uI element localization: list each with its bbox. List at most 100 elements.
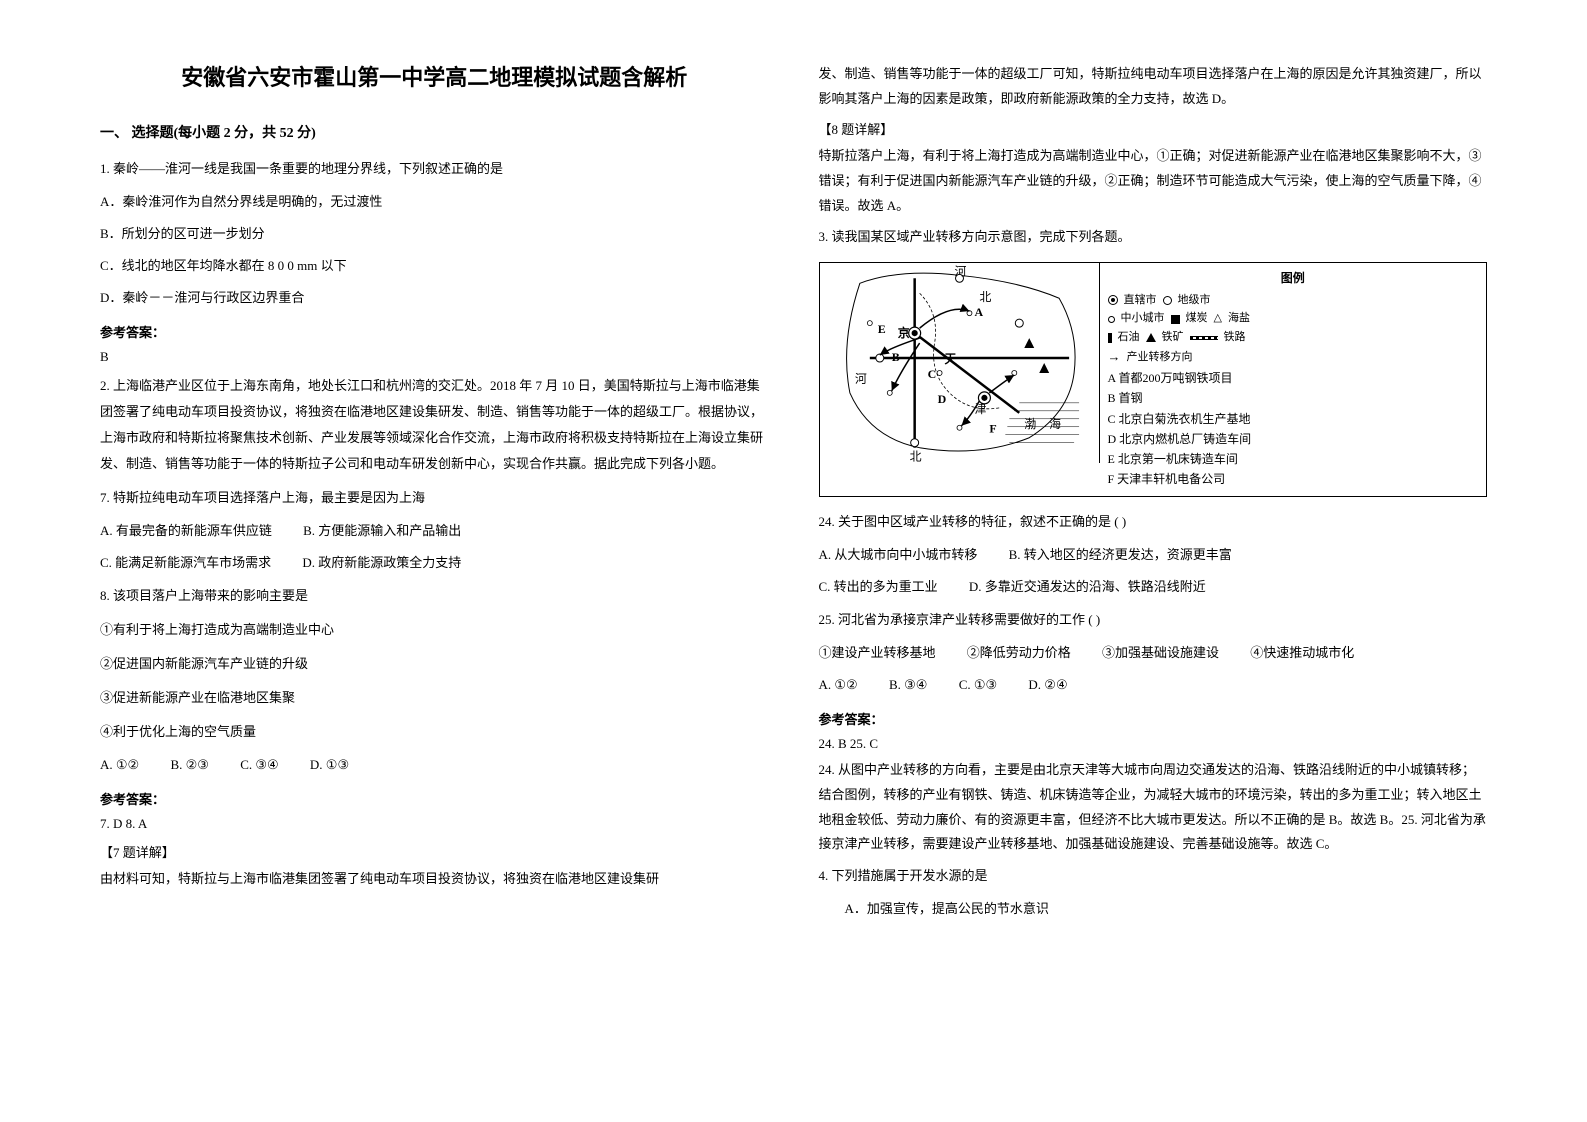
svg-text:D: D <box>937 392 946 406</box>
legend-title: 图例 <box>1108 269 1479 288</box>
q3-sub25-C: C. ①③ <box>959 677 997 692</box>
zhongxiao-icon <box>1108 316 1115 323</box>
q3-exp: 24. 从图中产业转移的方向看，主要是由北京天津等大城市向周边交通发达的沿海、铁… <box>819 758 1488 857</box>
svg-text:A: A <box>974 306 983 320</box>
svg-text:北: 北 <box>979 291 991 305</box>
q2-exp7-label: 【7 题详解】 <box>100 842 769 861</box>
q2-exp7: 由材料可知，特斯拉与上海市临港集团签署了纯电动车项目投资协议，将独资在临港地区建… <box>100 867 769 892</box>
q2-sub8-D: D. ①③ <box>310 757 349 772</box>
legend-itemE: E 北京第一机床铸造车间 <box>1108 450 1479 469</box>
map-svg: 河 北 河 京 天 津 渤 海 北 A B C D E F <box>820 263 1099 463</box>
svg-text:天: 天 <box>944 352 956 366</box>
legend-zhongxiao: 中小城市 <box>1121 310 1165 328</box>
legend-row-res2: 石油 铁矿 铁路 <box>1108 329 1479 347</box>
q3-answer-label: 参考答案： <box>819 709 1488 728</box>
q4-optA: A．加强宣传，提高公民的节水意识 <box>819 896 1488 922</box>
section-header: 一、 选择题(每小题 2 分，共 52 分) <box>100 122 769 142</box>
q3-sub25-4: ④快速推动城市化 <box>1250 645 1354 660</box>
q3-answer: 24. B 25. C <box>819 736 1488 752</box>
q1-optC: C．线北的地区年均降水都在 8 0 0 mm 以下 <box>100 253 769 279</box>
diji-icon <box>1163 296 1172 305</box>
q3-sub24-A: A. 从大城市向中小城市转移 <box>819 547 978 562</box>
legend-row-res1: 中小城市 煤炭 △ 海盐 <box>1108 310 1479 328</box>
shiyou-icon <box>1108 333 1112 343</box>
legend-zhixia: 直辖市 <box>1124 292 1157 310</box>
legend-itemD: D 北京内燃机总厂铸造车间 <box>1108 430 1479 449</box>
svg-text:B: B <box>891 350 899 364</box>
q1-answer: B <box>100 349 769 365</box>
q3-sub25-2: ②降低劳动力价格 <box>967 645 1071 660</box>
legend-tiekuang: 铁矿 <box>1162 329 1184 347</box>
tielu-icon <box>1190 336 1218 340</box>
legend-haiyan: 海盐 <box>1228 310 1250 328</box>
q2-sub8-B: B. ②③ <box>170 757 208 772</box>
q2-exp8: 特斯拉落户上海，有利于将上海打造成为高端制造业中心，①正确；对促进新能源产业在临… <box>819 144 1488 218</box>
legend-tielu: 铁路 <box>1224 329 1246 347</box>
haiyan-icon: △ <box>1214 310 1222 328</box>
svg-text:京: 京 <box>897 326 909 341</box>
legend-itemF: F 天津丰轩机电备公司 <box>1108 470 1479 489</box>
svg-text:北: 北 <box>909 450 921 463</box>
q2-sub8-A: A. ①② <box>100 757 139 772</box>
q3-sub24-row2: C. 转出的多为重工业 D. 多靠近交通发达的沿海、铁路沿线附近 <box>819 574 1488 600</box>
q3-sub25-B: B. ③④ <box>889 677 927 692</box>
q3-sub24-row1: A. 从大城市向中小城市转移 B. 转入地区的经济更发达，资源更丰富 <box>819 542 1488 568</box>
q1-stem: 1. 秦岭——淮河一线是我国一条重要的地理分界线，下列叙述正确的是 <box>100 156 769 182</box>
meitan-icon <box>1171 315 1180 324</box>
q2-exp8-label: 【8 题详解】 <box>819 119 1488 138</box>
q3-sub24-D: D. 多靠近交通发达的沿海、铁路沿线附近 <box>969 579 1206 594</box>
q2-stem: 2. 上海临港产业区位于上海东南角，地处长江口和杭州湾的交汇处。2018 年 7… <box>100 373 769 477</box>
q3-sub25-3: ③加强基础设施建设 <box>1102 645 1219 660</box>
svg-text:渤: 渤 <box>1024 417 1036 431</box>
q2-sub8-4: ④利于优化上海的空气质量 <box>100 719 769 745</box>
q2-sub7: 7. 特斯拉纯电动车项目选择落户上海，最主要是因为上海 <box>100 485 769 511</box>
q2-sub8-C: C. ③④ <box>240 757 278 772</box>
q3-sub25-A: A. ①② <box>819 677 858 692</box>
q3-sub24: 24. 关于图中区域产业转移的特征，叙述不正确的是 ( ) <box>819 509 1488 535</box>
map-figure: 河 北 河 京 天 津 渤 海 北 A B C D E F <box>819 262 1488 497</box>
q2-sub7-opts-row1: A. 有最完备的新能源车供应链 B. 方便能源输入和产品输出 <box>100 518 769 544</box>
q3-sub25-opts: A. ①② B. ③④ C. ①③ D. ②④ <box>819 672 1488 698</box>
q2-sub7-D: D. 政府新能源政策全力支持 <box>302 555 461 570</box>
right-column: 发、制造、销售等功能于一体的超级工厂可知，特斯拉纯电动车项目选择落户在上海的原因… <box>819 60 1488 1062</box>
q2-answer-label: 参考答案： <box>100 789 769 808</box>
q1-optA: A．秦岭淮河作为自然分界线是明确的，无过渡性 <box>100 189 769 215</box>
q2-sub7-C: C. 能满足新能源汽车市场需求 <box>100 555 271 570</box>
svg-text:津: 津 <box>974 402 986 416</box>
legend-itemB: B 首钢 <box>1108 389 1479 408</box>
svg-text:E: E <box>877 323 885 337</box>
q2-sub7-B: B. 方便能源输入和产品输出 <box>303 523 461 538</box>
q2-sub8: 8. 该项目落户上海带来的影响主要是 <box>100 583 769 609</box>
legend-shiyou: 石油 <box>1118 329 1140 347</box>
q2-sub8-2: ②促进国内新能源汽车产业链的升级 <box>100 651 769 677</box>
svg-text:F: F <box>989 422 996 436</box>
svg-text:海: 海 <box>1049 416 1061 431</box>
arrow-icon: → <box>1108 347 1121 368</box>
page-title: 安徽省六安市霍山第一中学高二地理模拟试题含解析 <box>100 60 769 92</box>
svg-text:河: 河 <box>854 372 866 386</box>
q4-stem: 4. 下列措施属于开发水源的是 <box>819 863 1488 889</box>
q1-optD: D．秦岭－－淮河与行政区边界重合 <box>100 285 769 311</box>
q3-sub25: 25. 河北省为承接京津产业转移需要做好的工作 ( ) <box>819 607 1488 633</box>
q3-sub25-D: D. ②④ <box>1028 677 1067 692</box>
q3-stem: 3. 读我国某区域产业转移方向示意图，完成下列各题。 <box>819 224 1488 250</box>
zhixia-icon <box>1108 295 1118 305</box>
svg-text:C: C <box>927 367 936 381</box>
tiekuang-icon <box>1146 333 1156 342</box>
q2-sub8-3: ③促进新能源产业在临港地区集聚 <box>100 685 769 711</box>
q1-optB: B．所划分的区可进一步划分 <box>100 221 769 247</box>
legend-arrow: 产业转移方向 <box>1127 349 1193 367</box>
left-column: 安徽省六安市霍山第一中学高二地理模拟试题含解析 一、 选择题(每小题 2 分，共… <box>100 60 769 1062</box>
q2-sub7-opts-row2: C. 能满足新能源汽车市场需求 D. 政府新能源政策全力支持 <box>100 550 769 576</box>
legend-row-cities: 直辖市 地级市 <box>1108 292 1479 310</box>
q3-sub24-C: C. 转出的多为重工业 <box>819 579 938 594</box>
legend-row-arrow: → 产业转移方向 <box>1108 347 1479 368</box>
q2-sub7-A: A. 有最完备的新能源车供应链 <box>100 523 272 538</box>
q2-exp7-cont: 发、制造、销售等功能于一体的超级工厂可知，特斯拉纯电动车项目选择落户在上海的原因… <box>819 62 1488 111</box>
q3-sub25-1: ①建设产业转移基地 <box>819 645 936 660</box>
q1-answer-label: 参考答案： <box>100 322 769 341</box>
legend-itemA: A 首都200万吨钢铁项目 <box>1108 369 1479 388</box>
map-legend: 图例 直辖市 地级市 中小城市 煤炭 △ 海盐 石油 铁矿 <box>1100 263 1487 496</box>
legend-diji: 地级市 <box>1178 292 1211 310</box>
q2-answer: 7. D 8. A <box>100 816 769 832</box>
